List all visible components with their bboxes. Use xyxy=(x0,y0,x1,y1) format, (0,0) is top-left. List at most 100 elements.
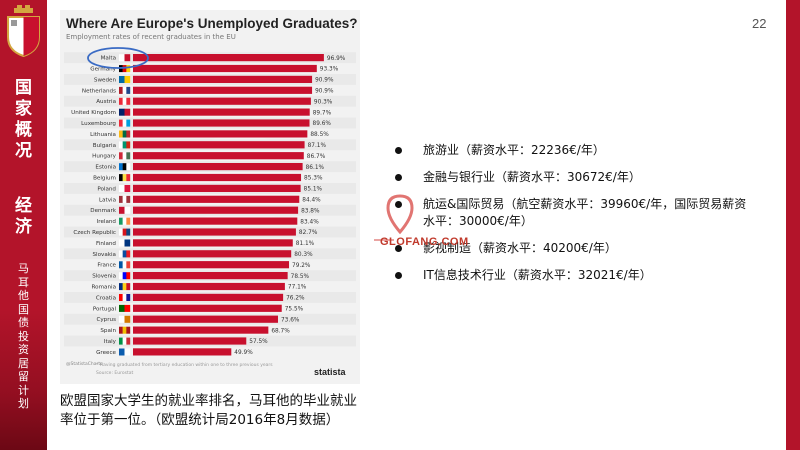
country-flag-icon xyxy=(119,217,131,225)
sidebar-subtitle: 马 耳 他 国 债 投 资 居 留 计 划 xyxy=(18,262,29,410)
sidebar-skyline xyxy=(0,310,47,450)
bar xyxy=(133,293,284,301)
bar xyxy=(133,173,302,182)
bar xyxy=(133,250,292,258)
category-label: Croatia xyxy=(96,295,116,301)
category-label: Ireland xyxy=(97,219,117,225)
value-label: 89.6% xyxy=(313,121,332,127)
bar xyxy=(133,195,300,203)
category-label: Slovenia xyxy=(92,274,116,280)
right-accent-bar xyxy=(786,0,800,450)
country-flag-icon xyxy=(119,185,131,192)
value-label: 85.1% xyxy=(304,187,323,193)
value-label: 86.1% xyxy=(306,165,325,171)
country-flag-icon xyxy=(119,283,131,291)
bar xyxy=(133,337,247,345)
watermark-logo-icon xyxy=(374,194,414,241)
country-flag-icon xyxy=(119,152,131,160)
chart-footnote: * Having graduated from tertiary educati… xyxy=(96,363,273,368)
industry-item: IT信息技术行业（薪资水平：32021€/年） xyxy=(395,267,755,284)
bar xyxy=(133,348,232,356)
country-flag-icon xyxy=(119,304,131,312)
category-label: Hungary xyxy=(92,154,117,160)
chart-caption: 欧盟国家大学生的就业率排名，马耳他的毕业就业率位于第一位。（欧盟统计局2016年… xyxy=(60,393,357,428)
category-label: Cyprus xyxy=(96,317,116,323)
category-label: Austria xyxy=(96,99,116,105)
category-label: Czech Republic xyxy=(73,230,116,236)
bullet-icon xyxy=(395,245,402,252)
category-label: Lithuania xyxy=(90,132,116,138)
value-label: 90.3% xyxy=(314,99,333,105)
category-label: Slovakia xyxy=(93,252,117,258)
value-label: 90.9% xyxy=(315,89,334,95)
value-label: 57.5% xyxy=(249,339,268,345)
bullet-icon xyxy=(395,174,402,181)
category-label: Germany xyxy=(90,67,116,73)
value-label: 93.3% xyxy=(320,67,339,73)
sidebar-title: 国 家 概 况 xyxy=(15,78,32,161)
country-flag-icon xyxy=(119,250,131,258)
country-flag-icon xyxy=(119,130,131,138)
chart-card: Malta 96.9% Germany 93.3% Sweden 90.9% Netherl… xyxy=(60,10,360,384)
bar xyxy=(133,54,324,62)
bar xyxy=(133,304,282,312)
chart-source: Source: Eurostat xyxy=(96,371,134,376)
value-label: 85.3% xyxy=(304,176,323,182)
bar xyxy=(133,282,285,291)
value-label: 83.8% xyxy=(301,208,320,214)
bar xyxy=(133,217,298,225)
bar xyxy=(133,239,293,247)
bar xyxy=(133,86,313,94)
industry-item: 航运&国际贸易（航空薪资水平：39960€/年，国际贸易薪资水平：30000€/… xyxy=(395,196,755,230)
value-label: 81.1% xyxy=(296,241,315,247)
industry-item: 金融与银行业（薪资水平：30672€/年） xyxy=(395,169,755,186)
bar xyxy=(133,326,269,334)
bar xyxy=(133,64,317,73)
sidebar-title-economy: 经 济 xyxy=(15,196,32,237)
value-label: 83.4% xyxy=(300,219,319,225)
page-number: 22 xyxy=(752,16,767,31)
bar xyxy=(133,152,304,160)
value-label: 73.6% xyxy=(281,317,300,323)
bar xyxy=(133,206,299,214)
sidebar: 国 家 概 况 经 济 马 耳 他 国 债 投 资 居 留 计 划 xyxy=(0,0,47,450)
bullet-icon xyxy=(395,201,402,208)
bar xyxy=(133,130,308,138)
malta-crest-icon xyxy=(7,5,40,57)
country-flag-icon xyxy=(119,86,131,94)
country-flag-icon xyxy=(119,108,131,116)
value-label: 86.7% xyxy=(307,154,326,160)
country-flag-icon xyxy=(119,326,131,334)
bar xyxy=(133,141,305,149)
chart-subtitle: Employment rates of recent graduates in … xyxy=(66,33,236,41)
country-flag-icon xyxy=(119,294,131,301)
category-label: Estonia xyxy=(95,165,116,171)
country-flag-icon xyxy=(119,54,131,62)
value-label: 78.5% xyxy=(291,274,310,280)
value-label: 80.3% xyxy=(294,252,313,258)
category-label: Denmark xyxy=(90,208,116,214)
country-flag-icon xyxy=(119,272,131,280)
category-label: Spain xyxy=(100,328,116,334)
category-label: Malta xyxy=(101,56,116,62)
category-label: Latvia xyxy=(99,197,116,203)
value-label: 88.5% xyxy=(310,132,329,138)
country-flag-icon xyxy=(119,76,131,83)
country-flag-icon xyxy=(119,163,131,171)
bar xyxy=(133,184,301,192)
country-flag-icon xyxy=(119,141,131,149)
category-label: Bulgaria xyxy=(93,143,116,149)
industry-item: 影视制造（薪资水平：40200€/年） xyxy=(395,240,755,257)
bar xyxy=(133,315,278,323)
value-label: 49.9% xyxy=(234,350,253,356)
category-label: Netherlands xyxy=(82,88,116,94)
statista-logo: statista xyxy=(314,367,346,377)
value-label: 90.9% xyxy=(315,78,334,84)
value-label: 76.2% xyxy=(286,296,305,302)
bar xyxy=(133,261,290,269)
value-label: 79.2% xyxy=(292,263,311,269)
statista-cc: @StatistaCharts xyxy=(66,362,103,367)
country-flag-icon xyxy=(119,206,131,214)
category-label: Portugal xyxy=(93,306,117,312)
category-label: United Kingdom xyxy=(71,110,116,116)
